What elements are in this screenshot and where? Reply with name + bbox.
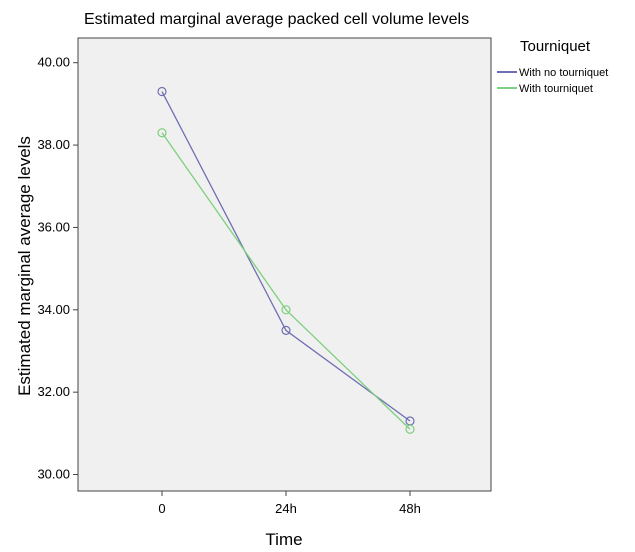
series-point-1 (157, 128, 167, 138)
y-tick-label: 36.00 (37, 219, 70, 234)
x-tick-label: 0 (158, 501, 165, 516)
y-tick-label: 38.00 (37, 137, 70, 152)
y-tick-label: 32.00 (37, 384, 70, 399)
chart-title: Estimated marginal average packed cell v… (84, 11, 469, 28)
x-tick-label: 48h (399, 501, 421, 516)
y-tick-label: 34.00 (37, 302, 70, 317)
series-point-0 (281, 325, 291, 335)
legend-label-1: With tourniquet (519, 83, 593, 95)
y-tick-label: 40.00 (37, 55, 70, 70)
series-point-0 (157, 86, 167, 97)
series-point-1 (405, 424, 415, 434)
legend-title: Tourniquet (520, 38, 591, 55)
series-point-1 (281, 305, 291, 315)
y-tick-label: 30.00 (37, 467, 70, 482)
legend-label-0: With no tourniquet (519, 67, 608, 79)
y-axis: 30.00 32.00 34.00 36.00 38.00 40.00 (37, 55, 78, 482)
x-axis-title: Time (265, 530, 302, 549)
series-line-0 (161, 91, 411, 422)
series-layer (157, 86, 415, 434)
series-line-1 (161, 132, 411, 430)
plot-area (77, 37, 492, 492)
y-axis-title: Estimated marginal average levels (15, 136, 34, 396)
x-axis: 0 24h 48h (158, 491, 421, 516)
x-tick-label: 24h (275, 501, 297, 516)
legend: Tourniquet With no tourniquet With tourni… (497, 38, 608, 95)
